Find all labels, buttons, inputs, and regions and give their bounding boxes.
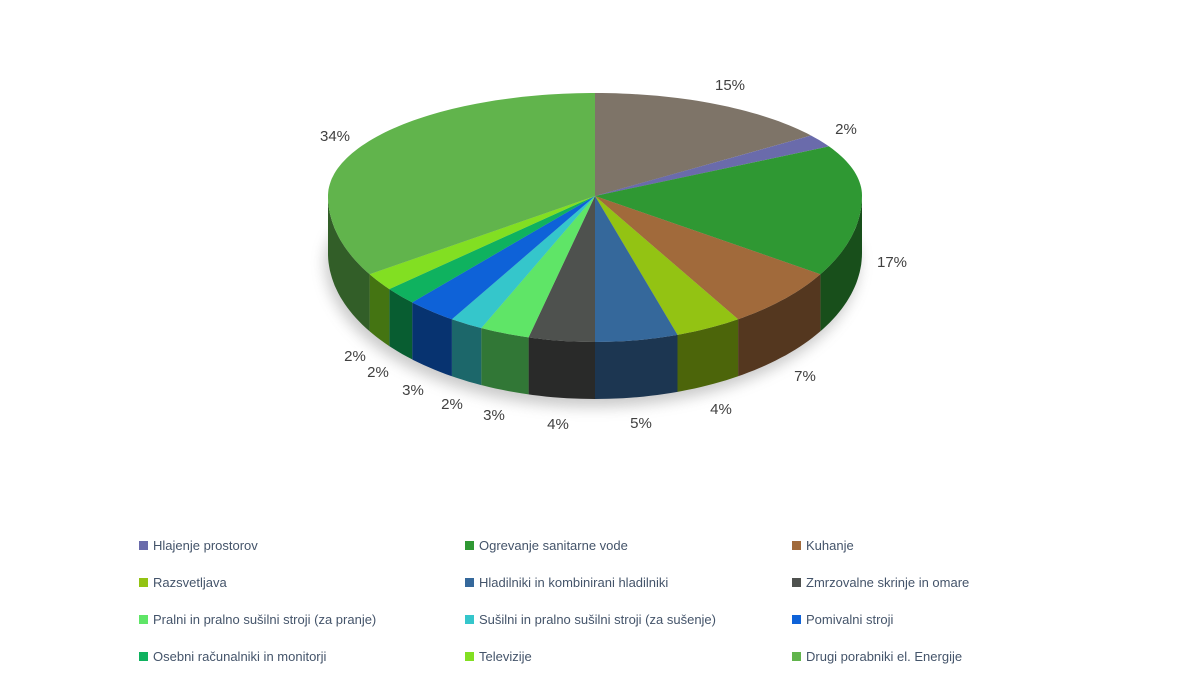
pie-slice-side-7 xyxy=(481,328,529,395)
percent-label-7: 3% xyxy=(483,407,505,424)
percent-label-6: 4% xyxy=(547,416,569,433)
percent-label-8: 2% xyxy=(441,396,463,413)
legend-label-12: Drugi porabniki el. Energije xyxy=(806,649,963,664)
pie-slice-side-2 xyxy=(820,196,862,332)
legend-swatch-5 xyxy=(465,578,474,587)
pie-slice-2 xyxy=(595,146,862,275)
legend-swatch-6 xyxy=(792,578,801,587)
legend-label-1: Hlajenje prostorov xyxy=(153,538,258,553)
pie-slice-9 xyxy=(412,196,595,320)
legend-swatch-1 xyxy=(139,541,148,550)
legend-label-8: Sušilni in pralno sušilni stroji (za suš… xyxy=(479,612,716,627)
legend-item-4: Razsvetljava xyxy=(139,575,465,590)
legend-label-6: Zmrzovalne skrinje in omare xyxy=(806,575,970,590)
percent-label-5: 5% xyxy=(630,415,652,432)
pie-slice-7 xyxy=(481,196,595,338)
percent-label-0: 15% xyxy=(715,77,745,94)
pie-slice-11 xyxy=(369,196,595,290)
pie-slice-side-3 xyxy=(738,274,821,377)
pie-3d-chart: 15%2%17%7%4%5%4%3%2%3%2%2%34% xyxy=(320,77,907,433)
legend-swatch-8 xyxy=(465,615,474,624)
pie-slice-1 xyxy=(595,135,829,196)
legend-swatch-10 xyxy=(139,652,148,661)
pie-slice-side-9 xyxy=(412,302,452,377)
percent-label-2: 17% xyxy=(877,254,907,271)
legend-label-11: Televizije xyxy=(479,649,532,664)
legend-item-12: Drugi porabniki el. Energije xyxy=(792,649,1174,664)
pie-slice-12 xyxy=(328,93,595,275)
chart-legend: Hlajenje prostorov Ogrevanje sanitarne vo… xyxy=(139,527,1174,675)
percent-label-4: 4% xyxy=(710,401,732,418)
pie-slice-5 xyxy=(595,196,678,342)
pie-slice-side-8 xyxy=(451,319,482,386)
legend-item-11: Televizije xyxy=(465,649,792,664)
legend-label-10: Osebni računalniki in monitorji xyxy=(153,649,327,664)
pie-slice-0 xyxy=(595,93,811,196)
percent-label-10: 2% xyxy=(367,364,389,381)
pie-slice-side-12 xyxy=(328,196,370,332)
percent-label-1: 2% xyxy=(835,121,857,138)
legend-item-7: Pralni in pralno sušilni stroji (za pran… xyxy=(139,612,465,627)
percent-label-9: 3% xyxy=(402,382,424,399)
pie-slice-8 xyxy=(451,196,595,329)
legend-swatch-3 xyxy=(792,541,801,550)
legend-swatch-7 xyxy=(139,615,148,624)
legend-item-5: Hladilniki in kombinirani hladilniki xyxy=(465,575,792,590)
pie-slice-10 xyxy=(389,196,595,303)
pie-slice-3 xyxy=(595,196,821,320)
legend-label-9: Pomivalni stroji xyxy=(806,612,894,627)
percent-label-11: 2% xyxy=(344,348,366,365)
legend-swatch-2 xyxy=(465,541,474,550)
pie-slice-6 xyxy=(528,196,595,342)
legend-label-7: Pralni in pralno sušilni stroji (za pran… xyxy=(153,612,377,627)
legend-item-9: Pomivalni stroji xyxy=(792,612,1174,627)
legend-swatch-12 xyxy=(792,652,801,661)
pie-slice-side-11 xyxy=(369,274,390,347)
pie-slice-4 xyxy=(595,196,739,335)
pie-slice-side-10 xyxy=(389,289,413,360)
pie-slice-side-6 xyxy=(528,337,595,399)
legend-item-1: Hlajenje prostorov xyxy=(139,538,465,553)
pie-slice-side-5 xyxy=(595,334,678,399)
legend-swatch-9 xyxy=(792,615,801,624)
legend-label-2: Ogrevanje sanitarne vode xyxy=(479,538,628,553)
legend-label-3: Kuhanje xyxy=(806,538,854,553)
pie-slice-side-4 xyxy=(677,319,739,392)
legend-swatch-11 xyxy=(465,652,474,661)
legend-item-8: Sušilni in pralno sušilni stroji (za suš… xyxy=(465,612,792,627)
percent-label-3: 7% xyxy=(794,368,816,385)
legend-label-4: Razsvetljava xyxy=(153,575,227,590)
legend-item-2: Ogrevanje sanitarne vode xyxy=(465,538,792,553)
legend-item-6: Zmrzovalne skrinje in omare xyxy=(792,575,1174,590)
legend-swatch-4 xyxy=(139,578,148,587)
legend-item-10: Osebni računalniki in monitorji xyxy=(139,649,465,664)
percent-label-12: 34% xyxy=(320,128,350,145)
legend-item-3: Kuhanje xyxy=(792,538,1174,553)
legend-label-5: Hladilniki in kombinirani hladilniki xyxy=(479,575,669,590)
